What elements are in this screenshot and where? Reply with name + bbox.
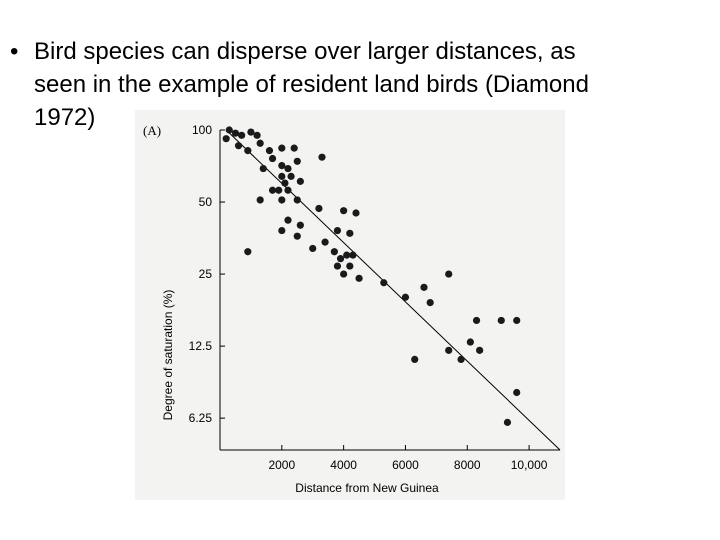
data-point (278, 226, 286, 235)
data-point (333, 226, 342, 235)
data-point (265, 147, 274, 155)
y-tick-label: 50 (199, 195, 213, 209)
x-tick-label: 10,000 (511, 458, 548, 472)
bullet-text-line-1: Bird species can disperse over larger di… (34, 38, 576, 65)
y-tick-label: 6.25 (189, 411, 213, 425)
data-point (278, 144, 286, 152)
y-tick-label: 100 (192, 123, 212, 137)
data-point (343, 251, 351, 259)
data-point (380, 279, 388, 287)
data-point (352, 209, 360, 217)
data-point (318, 153, 326, 161)
data-point (346, 229, 354, 237)
data-point (238, 131, 246, 139)
data-point (222, 135, 230, 143)
data-point (497, 316, 505, 325)
data-point (296, 177, 304, 185)
data-point (244, 147, 252, 155)
data-point (231, 129, 240, 137)
data-point (293, 157, 301, 165)
x-tick-label: 4000 (330, 458, 357, 472)
scatter-chart: (A) Degree of saturation (%) Distance fr… (143, 123, 561, 495)
data-point (321, 238, 329, 246)
data-point (340, 270, 348, 278)
y-axis-title: Degree of saturation (%) (161, 290, 175, 421)
data-point (445, 346, 453, 354)
trend-line (225, 129, 561, 451)
data-point (411, 355, 419, 363)
data-point (346, 262, 354, 270)
y-tick-label: 12.5 (189, 339, 213, 353)
bullet-marker: • (10, 38, 19, 65)
data-point (293, 196, 301, 204)
data-point (309, 244, 317, 253)
trend-line-group (225, 129, 561, 451)
data-point (445, 270, 453, 278)
data-point (476, 346, 484, 354)
data-point (287, 172, 295, 180)
data-point (234, 142, 243, 150)
data-point (244, 248, 252, 256)
x-tick-label: 2000 (268, 458, 295, 472)
data-point (225, 126, 233, 134)
x-tick-label: 8000 (454, 458, 481, 472)
data-point (284, 164, 292, 173)
data-point (333, 262, 342, 270)
data-point (256, 196, 264, 204)
data-point (281, 179, 289, 187)
data-point (426, 298, 434, 307)
data-point (330, 248, 338, 256)
data-point (284, 186, 292, 194)
data-point (278, 196, 286, 204)
data-point (513, 316, 521, 325)
data-point (296, 221, 304, 229)
data-point (275, 186, 283, 194)
y-tick-label: 25 (199, 267, 213, 281)
data-point (340, 207, 348, 215)
data-point (503, 418, 512, 426)
data-point (336, 255, 345, 263)
data-point (278, 172, 286, 180)
data-point (268, 154, 277, 163)
data-point (472, 316, 481, 325)
scanned-figure-background (135, 110, 565, 500)
data-point (355, 274, 363, 282)
data-point (401, 293, 410, 301)
data-point (259, 164, 267, 173)
x-axis-title: Distance from New Guinea (295, 481, 439, 495)
data-point (247, 128, 255, 136)
data-point (256, 139, 264, 147)
data-point (457, 355, 465, 363)
data-point (293, 232, 301, 240)
data-point (253, 131, 261, 139)
data-point (284, 216, 292, 224)
bullet-text-line-3: 1972) (34, 104, 96, 131)
data-point (420, 283, 428, 291)
data-point (513, 388, 521, 397)
data-point (466, 338, 474, 346)
bullet-text-line-2: seen in the example of resident land bir… (34, 71, 589, 98)
data-point (315, 204, 323, 213)
data-points (222, 126, 521, 426)
x-tick-label: 6000 (392, 458, 419, 472)
data-point (278, 161, 286, 170)
data-point (349, 251, 357, 259)
axes: 100 50 25 12.5 6.25 2000 4000 6000 8000 10,000 (189, 123, 560, 472)
panel-label: (A) (143, 123, 161, 138)
data-point (290, 144, 298, 152)
data-point (268, 186, 277, 194)
